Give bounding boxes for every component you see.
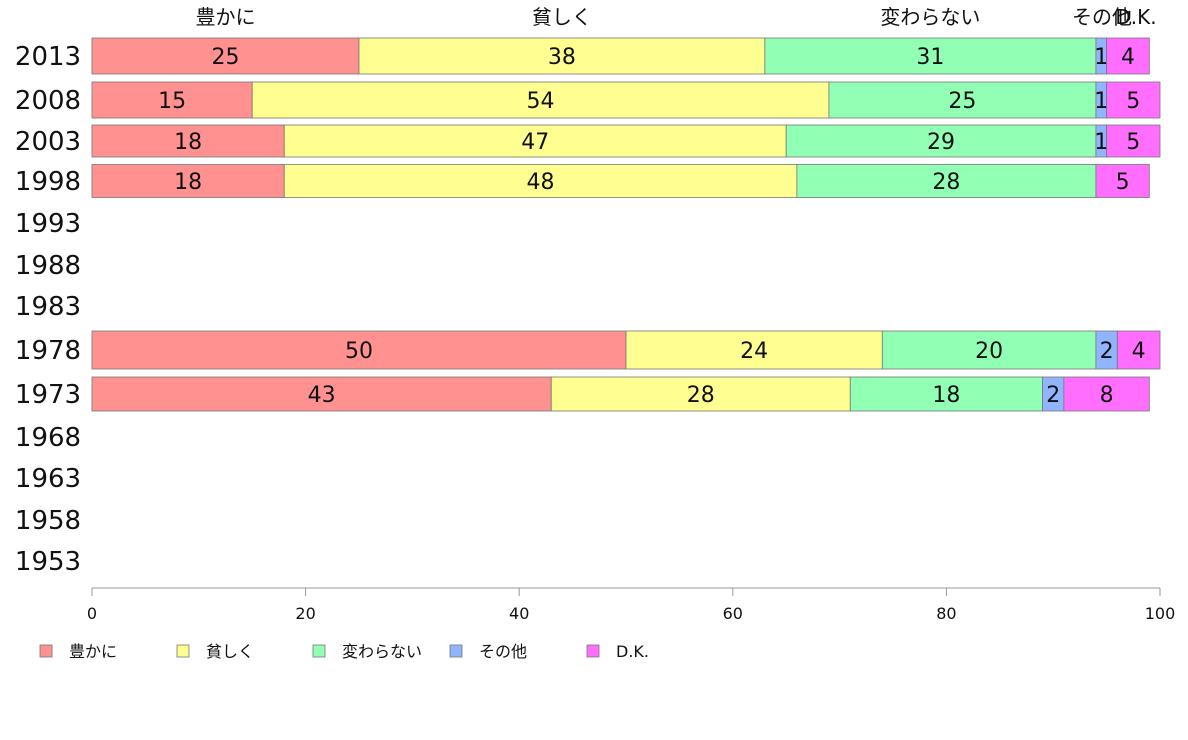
bar-segment-1978-5 — [1116, 330, 1161, 370]
data-label-2013-3: 31 — [916, 45, 944, 70]
bar-segment-2003-2 — [283, 124, 787, 158]
data-label-2003-1: 18 — [174, 130, 202, 155]
data-label-2003-4: 1 — [1094, 130, 1108, 155]
legend-swatch-2 — [176, 644, 190, 658]
top-label-3: 変わらない — [880, 5, 980, 29]
year-label-1968: 1968 — [15, 423, 81, 453]
top-label-1: 豊かに — [196, 5, 256, 29]
data-label-2003-5: 5 — [1126, 130, 1140, 155]
year-label-1998: 1998 — [15, 167, 81, 197]
legend-swatch-1 — [39, 644, 53, 658]
year-label-1993: 1993 — [15, 209, 81, 239]
year-label-1988: 1988 — [15, 251, 81, 281]
year-label-2008: 2008 — [15, 86, 81, 116]
bars: 25 38 31 1 415 54 25 1 518 47 29 1 518 48 28 550 24 20 2 44… — [91, 37, 1161, 412]
data-label-1973-3: 18 — [932, 383, 960, 408]
bar-segment-2008-3 — [828, 81, 1097, 119]
data-label-2013-4: 1 — [1094, 45, 1108, 70]
data-label-1973-2: 28 — [687, 383, 715, 408]
year-label-1953: 1953 — [15, 547, 81, 577]
bar-segment-1998-5 — [1095, 164, 1150, 198]
data-label-1973-5: 8 — [1100, 383, 1114, 408]
year-labels: 2013 2008 2003 1998 1993 1988 1983 1978 1973 1968… — [15, 42, 81, 577]
data-label-1978-3: 20 — [975, 339, 1003, 364]
data-label-2013-2: 38 — [548, 45, 576, 70]
year-label-1983: 1983 — [15, 292, 81, 322]
bar-segment-1998-2 — [283, 164, 798, 198]
bar-segment-2003-5 — [1106, 124, 1161, 158]
data-label-1998-5: 5 — [1116, 170, 1130, 195]
data-label-1978-4: 2 — [1100, 339, 1114, 364]
legend-label-5: D.K. — [616, 642, 649, 661]
data-label-2013-5: 4 — [1121, 45, 1135, 70]
data-label-1973-4: 2 — [1046, 383, 1060, 408]
top-label-2: 貧しく — [532, 5, 592, 29]
data-label-2003-2: 47 — [521, 130, 549, 155]
data-label-1978-2: 24 — [740, 339, 768, 364]
year-label-1963: 1963 — [15, 464, 81, 494]
bar-segment-1973-1 — [91, 376, 552, 412]
legend-swatch-3 — [312, 644, 326, 658]
year-label-1978: 1978 — [15, 336, 81, 366]
year-label-1958: 1958 — [15, 506, 81, 536]
bar-segment-1973-3 — [849, 376, 1043, 412]
bar-segment-1978-1 — [91, 330, 627, 370]
x-tick-label-40: 40 — [509, 604, 529, 623]
x-tick-label-100: 100 — [1145, 604, 1176, 623]
bar-segment-1978-2 — [625, 330, 883, 370]
legend-label-1: 豊かに — [69, 642, 117, 661]
legend-label-4: その他 — [479, 642, 527, 661]
bar-segment-2013-1 — [91, 37, 360, 75]
bar-segment-2013-5 — [1106, 37, 1150, 75]
bar-segment-1973-5 — [1063, 376, 1150, 412]
data-label-1998-1: 18 — [174, 170, 202, 195]
legend-label-3: 変わらない — [342, 642, 422, 661]
year-label-2013: 2013 — [15, 42, 81, 72]
x-tick-label-60: 60 — [723, 604, 743, 623]
legend-swatch-4 — [449, 644, 463, 658]
data-label-1978-1: 50 — [345, 339, 373, 364]
x-axis: 0 20 40 60 80 100 — [87, 587, 1176, 623]
data-label-1973-1: 43 — [308, 383, 336, 408]
legend-swatch-5 — [586, 644, 600, 658]
legend: 豊かに 貧しく 変わらない その他 D.K. — [39, 642, 649, 661]
data-label-2008-1: 15 — [158, 89, 186, 114]
bar-segment-2003-1 — [91, 124, 285, 158]
data-label-2008-2: 54 — [527, 89, 555, 114]
data-label-2008-3: 25 — [948, 89, 976, 114]
bar-segment-2013-2 — [358, 37, 766, 75]
data-label-1978-5: 4 — [1132, 339, 1146, 364]
bar-segment-2008-1 — [91, 81, 253, 119]
data-label-2003-3: 29 — [927, 130, 955, 155]
legend-label-2: 貧しく — [206, 642, 254, 661]
bar-segment-1978-3 — [881, 330, 1097, 370]
bar-segment-1973-2 — [550, 376, 851, 412]
year-label-1973: 1973 — [15, 380, 81, 410]
top-label-4: その他 — [1072, 5, 1132, 29]
bar-segment-2013-3 — [764, 37, 1097, 75]
x-tick-label-80: 80 — [936, 604, 956, 623]
bar-segment-1998-1 — [91, 164, 285, 198]
data-label-2008-5: 5 — [1126, 89, 1140, 114]
data-label-1998-2: 48 — [527, 170, 555, 195]
year-label-2003: 2003 — [15, 127, 81, 157]
data-label-1998-3: 28 — [932, 170, 960, 195]
data-label-2008-4: 1 — [1094, 89, 1108, 114]
x-tick-label-0: 0 — [87, 604, 97, 623]
x-tick-label-20: 20 — [295, 604, 315, 623]
bar-segment-2008-2 — [251, 81, 830, 119]
bar-segment-2008-5 — [1106, 81, 1161, 119]
top-label-5: D.K. — [1115, 5, 1156, 29]
bar-segment-1998-3 — [796, 164, 1097, 198]
bar-segment-2003-3 — [785, 124, 1097, 158]
data-label-2013-1: 25 — [212, 45, 240, 70]
